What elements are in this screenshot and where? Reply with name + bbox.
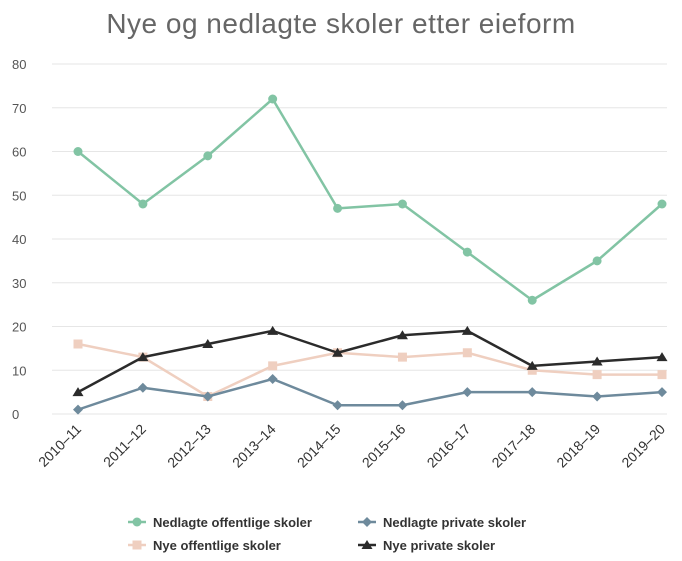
- y-axis: 0 10 20 30 40 50 60 70 80: [12, 57, 26, 422]
- data-point: [396, 330, 408, 340]
- x-tick-label: 2019–20: [618, 421, 668, 471]
- data-point: [592, 370, 602, 380]
- data-point: [202, 339, 214, 348]
- legend-label: Nedlagte offentlige skoler: [153, 515, 312, 530]
- legend-label: Nedlagte private skoler: [383, 515, 526, 530]
- y-tick-label: 0: [12, 407, 19, 422]
- legend-item: Nye private skoler: [358, 538, 495, 553]
- data-point: [202, 391, 213, 402]
- data-point: [73, 339, 83, 349]
- data-point: [527, 387, 538, 398]
- x-tick-label: 2013–14: [229, 421, 279, 471]
- series-line: [77, 97, 663, 302]
- data-point: [137, 382, 148, 393]
- x-tick-label: 2014–15: [294, 421, 344, 471]
- legend: Nedlagte offentlige skoler Nedlagte priva…: [128, 515, 526, 553]
- x-tick-label: 2010–11: [35, 421, 84, 470]
- legend-item: Nye offentlige skoler: [128, 538, 281, 553]
- data-point: [267, 374, 278, 384]
- y-tick-label: 70: [12, 101, 26, 116]
- series-1: [73, 374, 667, 415]
- y-tick-label: 50: [12, 188, 26, 203]
- data-point: [138, 199, 148, 209]
- x-tick-label: 2015–16: [359, 421, 409, 471]
- y-tick-label: 10: [12, 363, 26, 378]
- data-point: [591, 356, 603, 366]
- data-point: [397, 352, 407, 362]
- data-point: [267, 325, 279, 335]
- data-point: [462, 247, 472, 257]
- data-point: [333, 203, 343, 213]
- data-point: [592, 256, 602, 266]
- chart-title: Nye og nedlagte skoler etter eieform: [106, 8, 576, 39]
- data-point: [203, 151, 213, 161]
- series-0: [73, 94, 667, 305]
- data-point: [268, 94, 278, 104]
- data-point: [73, 404, 83, 415]
- data-point: [73, 147, 83, 156]
- data-point: [332, 347, 344, 357]
- series-3: [72, 325, 668, 397]
- data-point: [397, 199, 407, 209]
- legend-marker: [362, 517, 372, 527]
- plot-area: [72, 94, 668, 415]
- data-point: [462, 387, 473, 398]
- x-tick-label: 2011–12: [100, 421, 149, 470]
- legend-label: Nye private skoler: [383, 538, 495, 553]
- data-point: [137, 352, 149, 362]
- series-line: [77, 377, 663, 411]
- legend-item: Nedlagte offentlige skoler: [128, 515, 312, 530]
- series-line: [77, 329, 663, 394]
- series-line: [77, 342, 662, 398]
- data-point: [657, 370, 667, 380]
- x-tick-label: 2012–13: [164, 421, 214, 471]
- data-point: [592, 391, 603, 402]
- x-tick-label: 2017–18: [488, 421, 538, 471]
- data-point: [72, 387, 84, 397]
- legend-marker: [132, 540, 142, 550]
- legend-label: Nye offentlige skoler: [153, 538, 281, 553]
- data-point: [268, 361, 278, 371]
- x-axis: 2010–11 2011–12 2012–13 2013–14 2014–15 2015–…: [35, 421, 668, 471]
- data-point: [462, 348, 472, 358]
- data-point: [526, 360, 538, 370]
- x-tick-label: 2016–17: [424, 421, 474, 471]
- data-point: [332, 400, 343, 411]
- data-point: [527, 295, 537, 305]
- grid-lines: [52, 63, 667, 415]
- y-tick-label: 80: [12, 57, 26, 72]
- data-point: [461, 325, 473, 335]
- data-point: [657, 199, 667, 209]
- y-tick-label: 40: [12, 232, 26, 247]
- legend-marker: [132, 517, 142, 527]
- legend-marker: [361, 540, 373, 549]
- y-tick-label: 60: [12, 145, 26, 160]
- data-point: [656, 352, 668, 362]
- data-point: [397, 400, 408, 411]
- data-point: [657, 387, 667, 398]
- legend-item: Nedlagte private skoler: [358, 515, 526, 530]
- data-point: [527, 365, 537, 375]
- y-tick-label: 20: [12, 320, 26, 335]
- y-tick-label: 30: [12, 276, 26, 291]
- x-tick-label: 2018–19: [553, 421, 603, 471]
